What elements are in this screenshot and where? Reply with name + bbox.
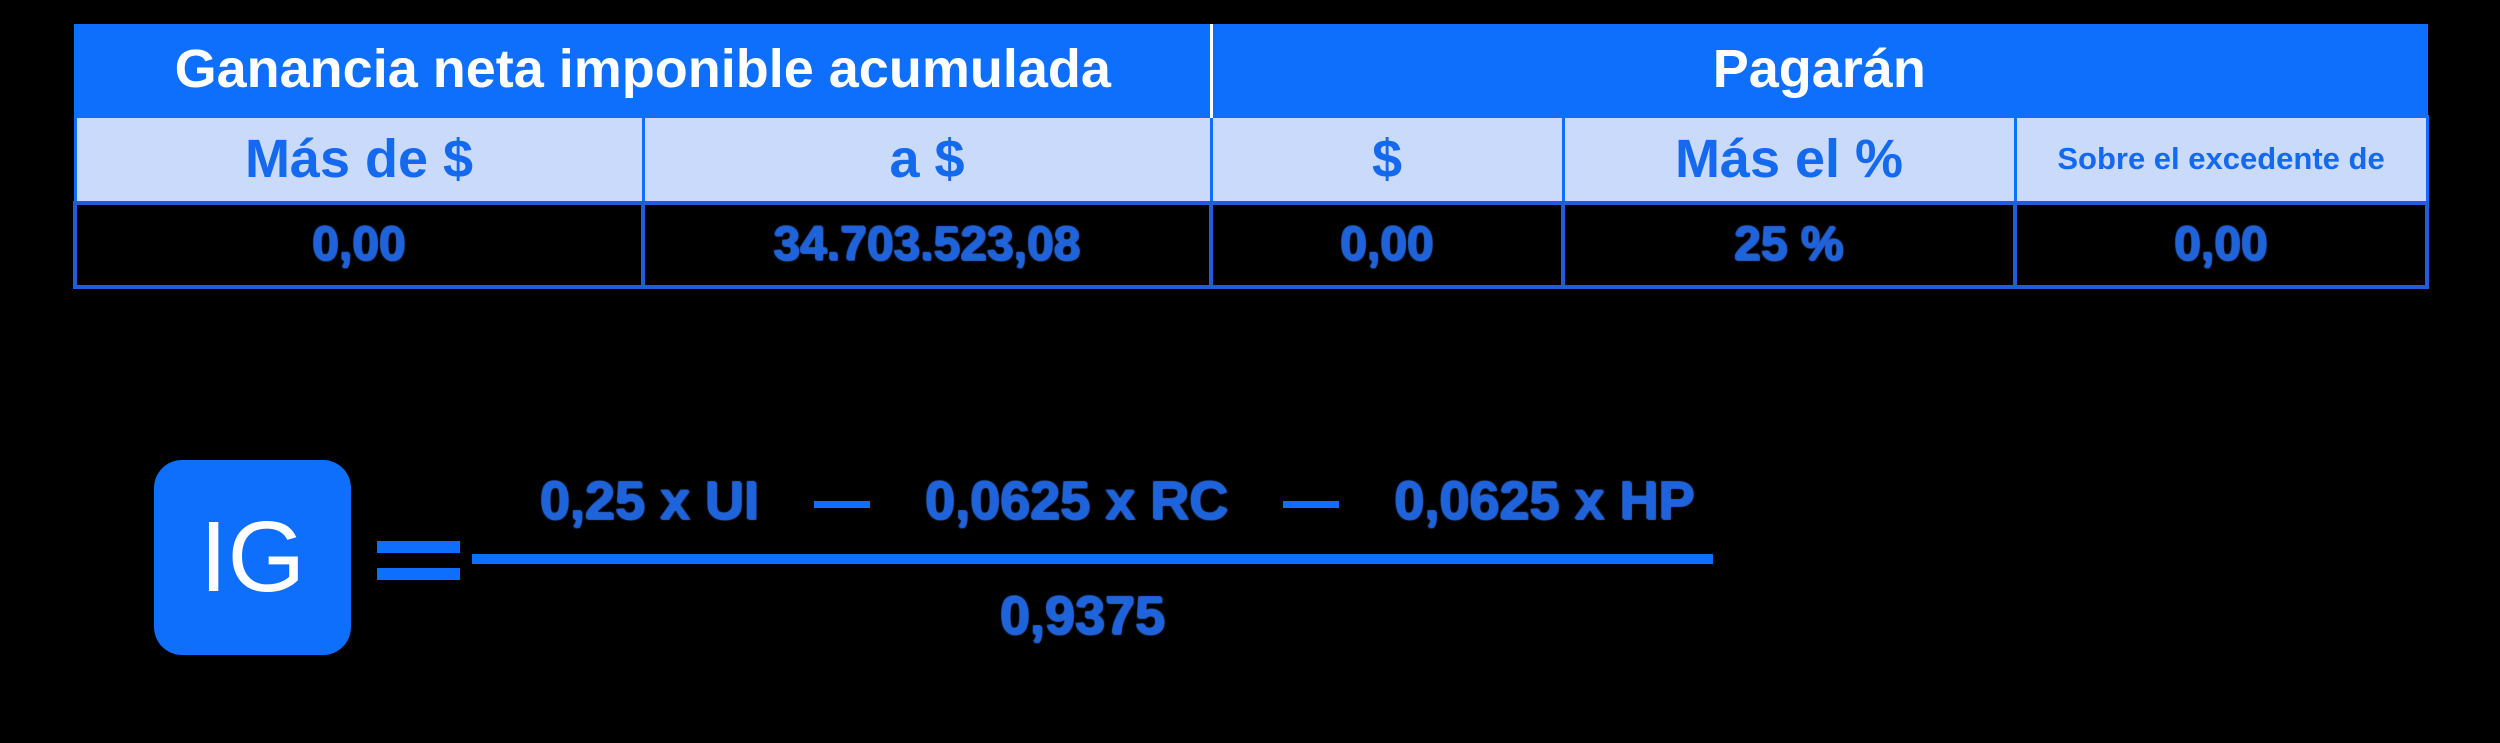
cell-mas-de: 0,00 xyxy=(73,200,645,290)
column-header-mas-el-porcentaje: Más el % xyxy=(1561,114,2017,205)
column-header-sobre-excedente: Sobre el excedente de xyxy=(2013,114,2429,205)
group-header-row: Ganancia neta imponible acumulada Pagará… xyxy=(74,24,2429,117)
equals-sign-top-bar xyxy=(377,541,460,553)
table-row: 0,00 34.703.523,08 0,00 25 % 0,00 xyxy=(73,200,2430,290)
numerator-term-ui: 0,25 x UI xyxy=(540,471,760,531)
tax-scale-table: Ganancia neta imponible acumulada Pagará… xyxy=(73,24,2430,290)
column-header-mas-de: Más de $ xyxy=(73,114,645,205)
fraction-bar xyxy=(472,554,1713,564)
numerator-term-rc: 0,0625 x RC xyxy=(925,471,1229,531)
cell-porcentaje: 25 % xyxy=(1561,200,2017,290)
cell-excedente: 0,00 xyxy=(2012,200,2430,290)
minus-sign xyxy=(814,501,871,509)
minus-sign xyxy=(1283,501,1340,509)
column-header-row: Más de $ a $ $ Más el % Sobre el exceden… xyxy=(73,114,2429,205)
group-header-ganancia: Ganancia neta imponible acumulada xyxy=(74,24,1212,117)
formula-denominator: 0,9375 xyxy=(1000,586,1166,646)
numerator-term-hp: 0,0625 x HP xyxy=(1394,471,1695,531)
cell-a: 34.703.523,08 xyxy=(641,200,1213,290)
equals-sign-bottom-bar xyxy=(377,568,460,580)
cell-pesos: 0,00 xyxy=(1209,200,1565,290)
column-header-pesos: $ xyxy=(1209,114,1565,205)
formula-lhs-badge: IG xyxy=(154,460,351,655)
column-header-a: a $ xyxy=(641,114,1213,205)
group-header-pagaran: Pagarán xyxy=(1209,24,2429,117)
formula-numerator: 0,25 x UI 0,0625 x RC 0,0625 x HP xyxy=(540,470,1695,532)
